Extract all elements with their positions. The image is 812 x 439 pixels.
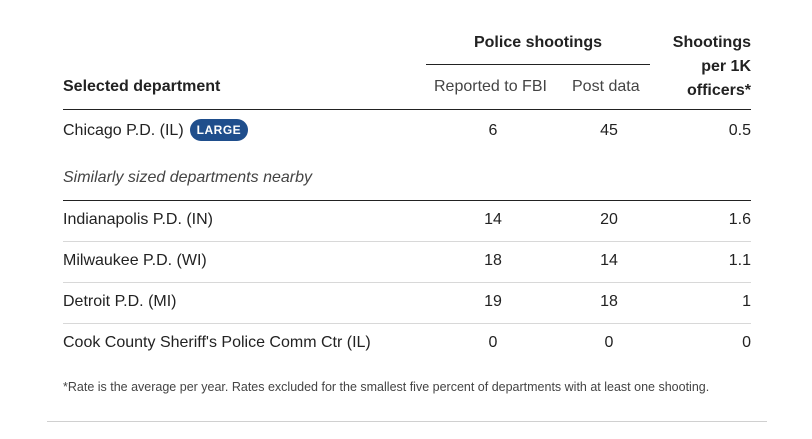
group-header-police-shootings: Police shootings (473, 34, 602, 51)
rate-header-line-2: per 1K (701, 58, 751, 75)
post-count: 14 (600, 252, 618, 269)
dept-column-header: Selected department (63, 78, 221, 95)
dept-name: Detroit P.D. (MI) (63, 293, 177, 310)
fbi-column-header: Reported to FBI (434, 78, 547, 95)
dept-name-cell: Chicago P.D. (IL) LARGE (63, 111, 249, 151)
row-divider (63, 323, 751, 324)
size-badge: LARGE (189, 119, 249, 141)
post-count: 18 (600, 293, 618, 310)
dept-name: Indianapolis P.D. (IN) (63, 211, 213, 228)
nearby-subheading: Similarly sized departments nearby (63, 169, 312, 186)
bottom-rule (47, 421, 767, 422)
dept-name: Chicago P.D. (IL) (63, 122, 184, 139)
rate-header-line-1: Shootings (672, 34, 751, 51)
rate-column-header: Shootings per 1K officers* (621, 31, 751, 103)
dept-name: Cook County Sheriff's Police Comm Ctr (I… (63, 334, 371, 351)
table-row: Indianapolis P.D. (IN) 14 20 1.6 (63, 200, 751, 240)
table-row: Cook County Sheriff's Police Comm Ctr (I… (63, 323, 751, 363)
fbi-count: 0 (488, 334, 498, 351)
post-column-header: Post data (572, 78, 640, 95)
post-count: 45 (600, 122, 618, 139)
rate-value: 1.6 (728, 211, 751, 228)
table-row-selected: Chicago P.D. (IL) LARGE 6 45 0.5 (63, 111, 751, 151)
group-header-rule (426, 64, 650, 65)
table-row: Milwaukee P.D. (WI) 18 14 1.1 (63, 241, 751, 281)
post-count: 20 (600, 211, 618, 228)
rate-header-line-3: officers* (686, 82, 751, 99)
footnote: *Rate is the average per year. Rates exc… (63, 380, 710, 394)
rate-value: 1 (742, 293, 751, 310)
post-count: 0 (604, 334, 614, 351)
rate-value: 0.5 (728, 122, 751, 139)
fbi-count: 14 (484, 211, 502, 228)
dept-name: Milwaukee P.D. (WI) (63, 252, 207, 269)
fbi-count: 6 (488, 122, 498, 139)
row-divider (63, 282, 751, 283)
header-rule (63, 109, 751, 110)
table-row: Detroit P.D. (MI) 19 18 1 (63, 282, 751, 322)
row-divider (63, 241, 751, 242)
fbi-count: 18 (484, 252, 502, 269)
nearby-rule (63, 200, 751, 201)
rate-value: 0 (742, 334, 751, 351)
rate-value: 1.1 (728, 252, 751, 269)
fbi-count: 19 (484, 293, 502, 310)
